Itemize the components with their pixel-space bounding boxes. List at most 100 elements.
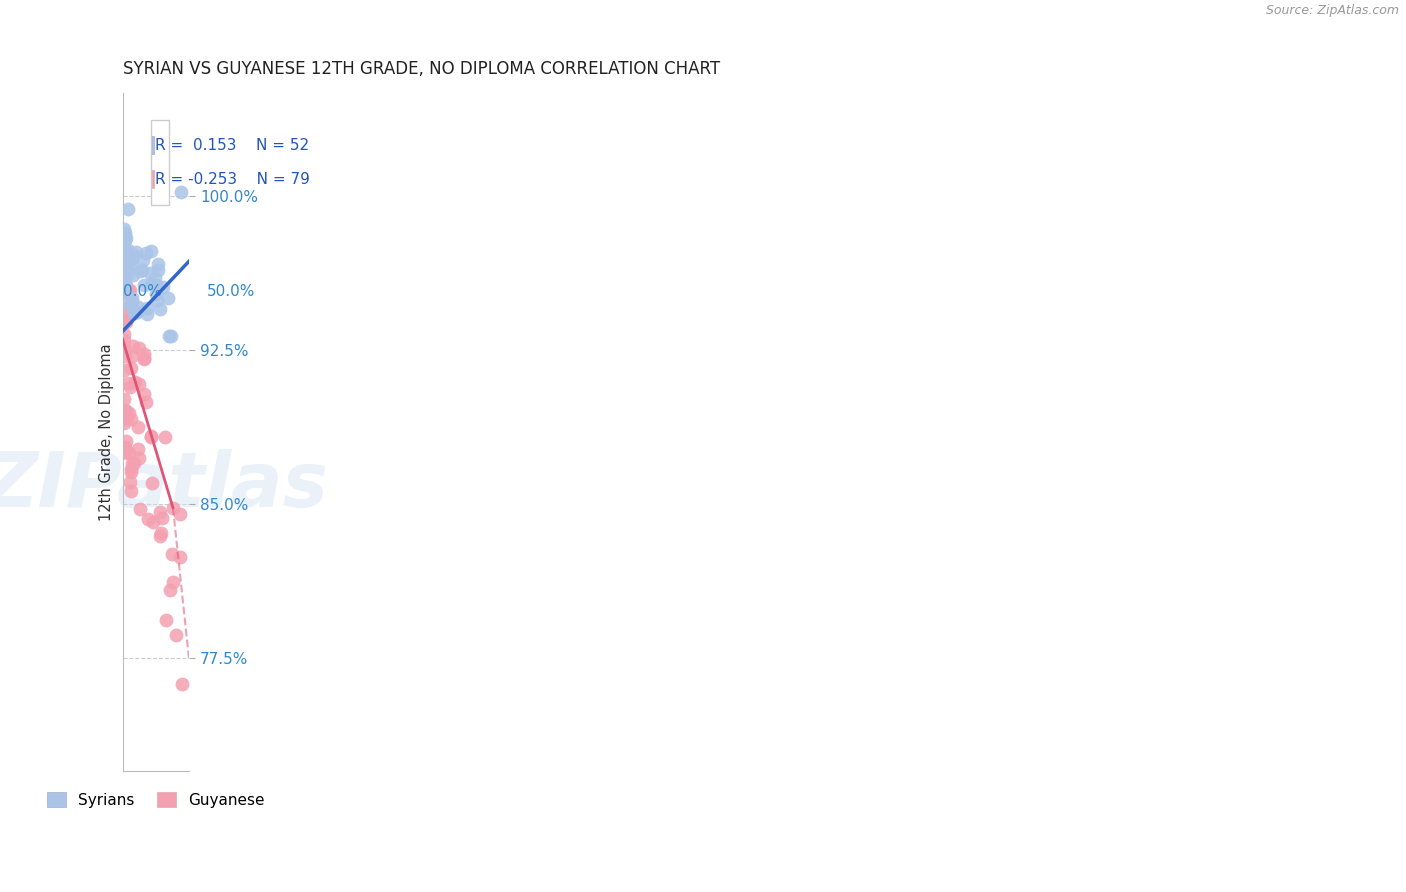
Point bbox=[141, 476, 163, 491]
Point bbox=[117, 376, 139, 391]
Text: 50.0%: 50.0% bbox=[207, 285, 254, 299]
Point bbox=[112, 340, 135, 354]
FancyBboxPatch shape bbox=[152, 120, 169, 205]
Point bbox=[115, 434, 138, 448]
Point bbox=[112, 363, 135, 377]
Point bbox=[112, 314, 135, 328]
Point bbox=[145, 287, 167, 301]
Point bbox=[114, 243, 136, 257]
Point bbox=[124, 375, 146, 389]
Point bbox=[136, 307, 159, 321]
Point bbox=[120, 483, 142, 498]
Point bbox=[145, 271, 167, 285]
Point bbox=[112, 222, 135, 236]
Point bbox=[135, 395, 157, 409]
Point bbox=[114, 349, 136, 363]
Point bbox=[114, 411, 136, 425]
Point bbox=[149, 526, 172, 541]
Point bbox=[114, 226, 136, 240]
Point bbox=[128, 376, 150, 391]
Text: R =  0.153    N = 52: R = 0.153 N = 52 bbox=[155, 137, 309, 153]
Point bbox=[122, 302, 145, 317]
Point bbox=[129, 502, 152, 516]
Point bbox=[112, 244, 135, 258]
Point bbox=[120, 475, 142, 490]
Point bbox=[159, 582, 181, 597]
Point bbox=[160, 547, 183, 561]
Text: 0.0%: 0.0% bbox=[122, 285, 162, 299]
Point bbox=[127, 442, 149, 456]
Point bbox=[118, 284, 141, 298]
Point bbox=[142, 515, 165, 529]
Point bbox=[115, 263, 138, 277]
Point bbox=[114, 273, 136, 287]
Point bbox=[127, 420, 149, 434]
Point bbox=[121, 456, 143, 470]
Point bbox=[114, 231, 136, 245]
Point bbox=[132, 351, 155, 366]
Point bbox=[156, 291, 179, 305]
Point bbox=[148, 302, 170, 317]
Point bbox=[141, 277, 163, 291]
Bar bbox=[152, 170, 155, 188]
Point bbox=[117, 446, 139, 460]
Point bbox=[121, 339, 143, 353]
Point bbox=[114, 244, 136, 258]
Point bbox=[114, 445, 136, 459]
Point bbox=[117, 295, 139, 310]
Point bbox=[165, 628, 187, 642]
Point bbox=[112, 285, 135, 300]
Point bbox=[114, 403, 136, 417]
Text: ZIPatlas: ZIPatlas bbox=[0, 449, 329, 523]
Point bbox=[122, 456, 145, 470]
Bar bbox=[152, 136, 155, 154]
Point bbox=[146, 293, 169, 307]
Point bbox=[118, 283, 141, 297]
Point bbox=[112, 267, 135, 281]
Point bbox=[169, 549, 191, 564]
Point bbox=[120, 412, 142, 426]
Point bbox=[112, 227, 135, 242]
Point bbox=[120, 360, 142, 375]
Point bbox=[132, 253, 155, 268]
Point bbox=[136, 512, 159, 526]
Point bbox=[139, 430, 162, 444]
Point bbox=[139, 244, 162, 258]
Point bbox=[139, 429, 162, 443]
Point bbox=[120, 298, 142, 312]
Point bbox=[152, 511, 174, 525]
Point bbox=[160, 329, 183, 343]
Text: R = -0.253    N = 79: R = -0.253 N = 79 bbox=[155, 171, 309, 186]
Point bbox=[112, 416, 135, 430]
Point bbox=[112, 392, 135, 407]
Y-axis label: 12th Grade, No Diploma: 12th Grade, No Diploma bbox=[100, 343, 114, 521]
Point bbox=[115, 410, 138, 425]
Point bbox=[121, 304, 143, 318]
Point bbox=[114, 258, 136, 272]
Point bbox=[124, 306, 146, 320]
Point bbox=[125, 245, 148, 260]
Point bbox=[112, 280, 135, 294]
Point bbox=[122, 268, 145, 282]
Point bbox=[120, 257, 142, 271]
Point bbox=[114, 246, 136, 260]
Point bbox=[117, 202, 139, 216]
Point bbox=[139, 266, 162, 280]
Point bbox=[134, 347, 156, 361]
Point bbox=[132, 277, 155, 292]
Point bbox=[146, 263, 169, 277]
Point bbox=[122, 248, 145, 262]
Point bbox=[121, 349, 143, 363]
Point bbox=[112, 301, 135, 316]
Text: SYRIAN VS GUYANESE 12TH GRADE, NO DIPLOMA CORRELATION CHART: SYRIAN VS GUYANESE 12TH GRADE, NO DIPLOM… bbox=[122, 60, 720, 78]
Point bbox=[127, 300, 149, 314]
Legend: Syrians, Guyanese: Syrians, Guyanese bbox=[41, 786, 270, 814]
Point bbox=[112, 333, 135, 347]
Point bbox=[112, 278, 135, 293]
Point bbox=[114, 277, 136, 291]
Point bbox=[132, 352, 155, 367]
Point bbox=[115, 267, 138, 281]
Point bbox=[118, 406, 141, 420]
Point bbox=[117, 243, 139, 257]
Point bbox=[114, 408, 136, 422]
